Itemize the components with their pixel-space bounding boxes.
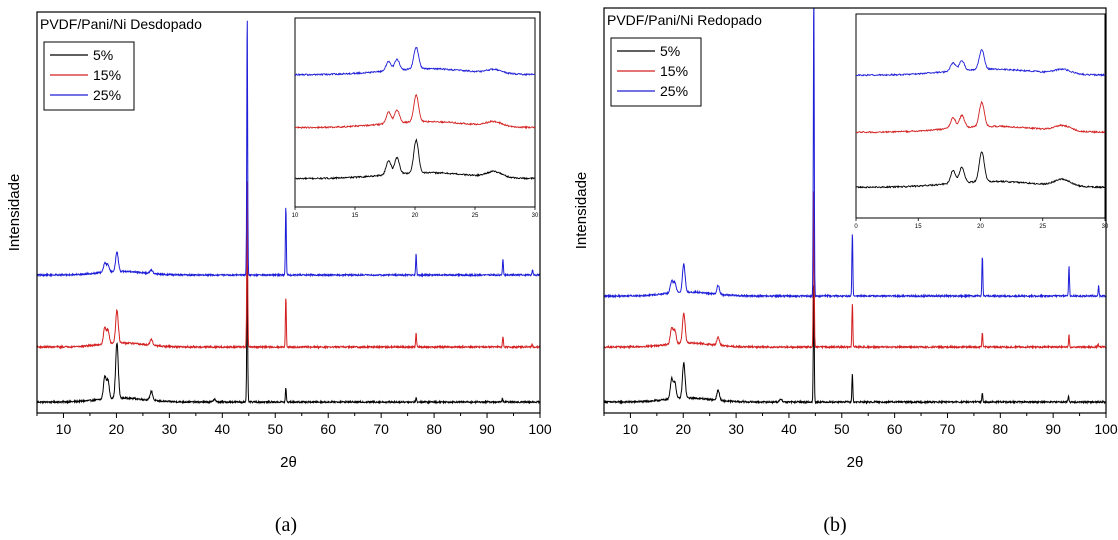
x-tick-label: 30 [162, 421, 178, 437]
caption-b: (b) [823, 514, 847, 536]
x-tick-label: 90 [1045, 421, 1061, 437]
legend: 5% 15% 25% [610, 37, 702, 107]
inset-x-tick-label: 20 [412, 213, 419, 219]
y-axis-label: Intensidade [6, 174, 23, 252]
panel-b: 10 20 30 40 50 60 70 80 90 100 2θ Intensidade PVDF/P… [573, 7, 1118, 471]
inset-x-tick-label: 15 [352, 213, 359, 219]
inset: 10 15 20 25 30 [292, 17, 539, 219]
panel-a: 10 20 30 40 50 60 70 80 90 100 2θ Intensidade PVDF/P… [6, 11, 552, 471]
traces [37, 20, 540, 405]
x-tick-label: 70 [373, 421, 389, 437]
x-tick-label: 40 [215, 421, 231, 437]
series-line-15pct [37, 181, 540, 350]
inset-traces [856, 49, 1105, 189]
x-tick-label: 70 [940, 421, 956, 437]
chart-title: PVDF/Pani/Ni Redopado [607, 12, 762, 28]
legend-label: 5% [660, 43, 680, 59]
inset-x-tick-label: 25 [472, 213, 479, 219]
inset-x-tick-label: 15 [915, 224, 922, 230]
x-tick-label: 80 [993, 421, 1009, 437]
caption-a: (a) [274, 514, 298, 536]
plot-frame [603, 7, 1107, 414]
inset-x-tick-label: 30 [532, 213, 539, 219]
legend-box [43, 41, 135, 111]
x-tick-label: 10 [56, 421, 72, 437]
inset-x-tick-label: 20 [977, 224, 984, 230]
x-tick-label: 80 [426, 421, 442, 437]
chart-title: PVDF/Pani/Ni Desdopado [40, 16, 202, 32]
x-axis-label: 2θ [280, 454, 297, 471]
legend-label: 15% [660, 63, 688, 79]
inset: 0 15 20 25 30 [854, 13, 1109, 230]
x-tick-label: 20 [109, 421, 125, 437]
inset-x-tick-label: 30 [1102, 224, 1109, 230]
y-axis-label: Intensidade [573, 172, 590, 250]
series-line-5pct [604, 285, 1106, 405]
series-line-5pct [37, 265, 540, 405]
x-tick-label: 10 [623, 421, 639, 437]
inset-series-line-5pct [295, 138, 535, 181]
x-tick-label: 20 [675, 421, 691, 437]
series-line-25pct [37, 20, 540, 278]
legend: 5% 15% 25% [43, 41, 135, 111]
legend-box [610, 37, 702, 107]
inset-series-line-25pct [295, 46, 535, 77]
x-tick-label: 60 [887, 421, 903, 437]
inset-series-line-15pct [295, 94, 535, 130]
legend-label: 15% [93, 67, 121, 83]
x-tick-label: 50 [834, 421, 850, 437]
x-tick-label: 60 [320, 421, 336, 437]
x-axis-label: 2θ [847, 454, 864, 471]
legend-label: 25% [93, 87, 121, 103]
inset-traces [295, 46, 535, 181]
inset-series-line-25pct [856, 49, 1105, 77]
traces [604, 8, 1106, 405]
inset-x-tick-label: 0 [854, 224, 858, 230]
x-tick-label: 100 [528, 421, 552, 437]
legend-label: 5% [93, 47, 113, 63]
legend-label: 25% [660, 83, 688, 99]
inset-frame [855, 13, 1106, 219]
inset-x-tick-label: 10 [292, 213, 299, 219]
x-tick-label: 30 [728, 421, 744, 437]
x-tick-label: 90 [479, 421, 495, 437]
inset-series-line-15pct [856, 100, 1105, 134]
inset-frame [294, 17, 536, 208]
inset-series-line-5pct [856, 151, 1105, 189]
plot-frame [36, 11, 541, 414]
inset-x-tick-label: 25 [1039, 224, 1046, 230]
x-tick-label: 40 [781, 421, 797, 437]
series-line-25pct [604, 8, 1106, 299]
series-line-15pct [604, 191, 1106, 350]
x-tick-label: 100 [1094, 421, 1118, 437]
x-tick-label: 50 [267, 421, 283, 437]
